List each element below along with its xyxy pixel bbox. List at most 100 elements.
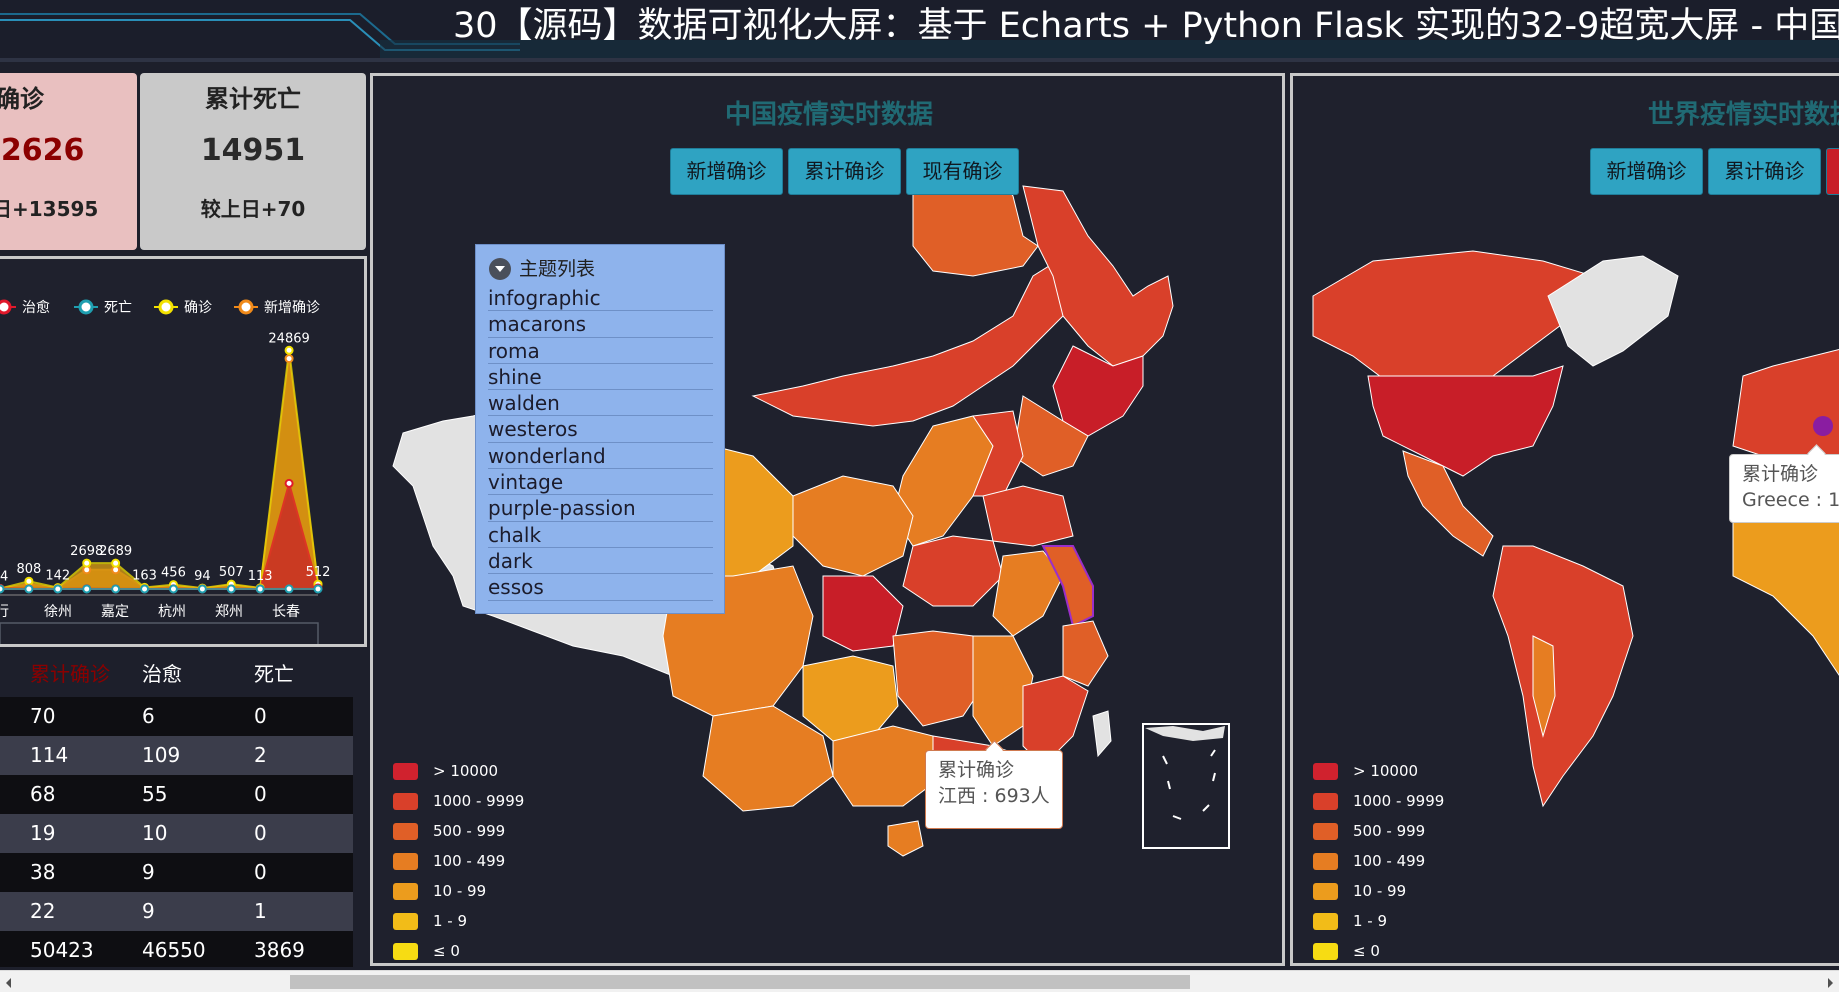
- map-region-hunan[interactable]: [892, 630, 984, 727]
- theme-dropdown-header[interactable]: 主题列表: [489, 255, 595, 283]
- theme-option[interactable]: macarons: [488, 311, 713, 338]
- nine-dash-line: [1162, 749, 1216, 820]
- world-map[interactable]: [1293, 76, 1839, 966]
- map-region-jiangsu[interactable]: [1041, 545, 1094, 628]
- map-region-hainan[interactable]: [887, 820, 924, 857]
- data-point[interactable]: [111, 558, 121, 568]
- data-point[interactable]: [82, 584, 92, 594]
- inset-coastline: [1145, 726, 1225, 741]
- data-label: 456: [161, 566, 186, 581]
- legend-marker[interactable]: [78, 299, 94, 315]
- legend-label: ≤ 0: [1353, 942, 1380, 960]
- map-region-henan[interactable]: [902, 535, 1004, 607]
- map-region-heilongjiang[interactable]: [1022, 185, 1174, 367]
- china-btn-new-confirmed[interactable]: 新增确诊: [670, 148, 783, 195]
- legend-swatch: [393, 763, 418, 780]
- map-region-hubei[interactable]: [822, 575, 904, 652]
- map-region-south-america[interactable]: [1492, 545, 1634, 808]
- map-region-taiwan[interactable]: [1092, 710, 1112, 758]
- map-region-guizhou[interactable]: [802, 655, 899, 742]
- map-region-guangxi[interactable]: [832, 725, 944, 807]
- theme-option[interactable]: infographic: [488, 285, 713, 312]
- data-point[interactable]: [82, 558, 92, 568]
- data-point[interactable]: [24, 576, 34, 586]
- map-region-greece[interactable]: [1813, 416, 1833, 436]
- data-point[interactable]: [53, 584, 63, 594]
- data-point[interactable]: [284, 354, 294, 364]
- table-header-cell[interactable]: 累计确诊: [30, 662, 110, 686]
- table-row: 70 6 0: [0, 697, 353, 736]
- map-region-yunnan[interactable]: [702, 705, 834, 812]
- data-zoom-slider[interactable]: [0, 622, 319, 644]
- table-cell: 55: [142, 782, 168, 806]
- legend-swatch: [1313, 883, 1338, 900]
- scrollbar-thumb[interactable]: [290, 975, 1190, 989]
- data-point[interactable]: [168, 584, 178, 594]
- legend-marker[interactable]: [238, 299, 254, 315]
- map-region-shaanxi[interactable]: [792, 475, 914, 577]
- theme-option[interactable]: shine: [488, 364, 713, 391]
- theme-option[interactable]: roma: [488, 338, 713, 364]
- data-point[interactable]: [226, 584, 236, 594]
- world-btn-new-confirmed[interactable]: 新增确诊: [1590, 148, 1703, 195]
- theme-option[interactable]: walden: [488, 390, 713, 417]
- stat-card-confirmed: 计确诊 02626 日+13595: [0, 73, 137, 250]
- table-cell: 38: [30, 860, 56, 884]
- map-region-jilin[interactable]: [1052, 345, 1144, 437]
- data-point[interactable]: [313, 584, 323, 594]
- map-region-fujian[interactable]: [1022, 675, 1089, 767]
- map-region-mexico[interactable]: [1402, 450, 1494, 557]
- data-point[interactable]: [197, 584, 207, 594]
- data-point[interactable]: [284, 584, 294, 594]
- map-region-greenland[interactable]: [1547, 255, 1679, 367]
- legend-label[interactable]: 治愈: [22, 300, 50, 316]
- map-region-inner-mongolia[interactable]: [751, 250, 1094, 427]
- legend-marker[interactable]: [158, 299, 174, 315]
- theme-option[interactable]: vintage: [488, 469, 713, 496]
- theme-option[interactable]: westeros: [488, 416, 713, 443]
- data-point[interactable]: [140, 584, 150, 594]
- legend-swatch: [393, 823, 418, 840]
- data-point[interactable]: [255, 584, 265, 594]
- legend-swatch: [1313, 763, 1338, 780]
- china-btn-current-confirmed[interactable]: 现有确诊: [906, 148, 1019, 195]
- data-point[interactable]: [284, 345, 294, 355]
- horizontal-scrollbar[interactable]: [0, 970, 1839, 992]
- data-label: 2689: [99, 544, 132, 559]
- table-header-cell[interactable]: 死亡: [254, 662, 294, 686]
- map-region-zhejiang[interactable]: [1062, 620, 1109, 687]
- data-point[interactable]: [284, 478, 294, 488]
- legend-swatch: [393, 853, 418, 870]
- table-header-cell[interactable]: 治愈: [142, 662, 182, 686]
- china-btn-total-confirmed[interactable]: 累计确诊: [788, 148, 901, 195]
- legend-label[interactable]: 死亡: [104, 300, 132, 316]
- scroll-right-arrow-icon[interactable]: [1828, 978, 1833, 988]
- theme-option[interactable]: chalk: [488, 522, 713, 548]
- legend-label[interactable]: 新增确诊: [264, 300, 320, 316]
- table-cell: 10: [142, 821, 168, 845]
- legend-label: 500 - 999: [1353, 822, 1426, 840]
- data-point[interactable]: [24, 584, 34, 594]
- map-region-shandong[interactable]: [982, 485, 1074, 547]
- theme-dropdown[interactable]: 主题列表 infographic macarons roma shine walden w…: [475, 244, 725, 614]
- theme-option[interactable]: purple-passion: [488, 495, 713, 522]
- data-label: 163: [132, 568, 157, 583]
- data-point[interactable]: [0, 584, 5, 594]
- legend-swatch: [393, 793, 418, 810]
- legend-label[interactable]: 确诊: [184, 300, 212, 316]
- legend-marker[interactable]: [0, 299, 12, 315]
- data-point[interactable]: [111, 584, 121, 594]
- theme-option[interactable]: essos: [488, 574, 713, 601]
- theme-option[interactable]: dark: [488, 548, 713, 575]
- map-region-bolivia[interactable]: [1532, 635, 1556, 738]
- legend-label: 10 - 99: [433, 882, 487, 900]
- chevron-down-icon[interactable]: [489, 258, 511, 280]
- table-row: 22 9 1: [0, 892, 353, 931]
- map-region-usa[interactable]: [1367, 365, 1564, 477]
- map-region-anhui[interactable]: [992, 550, 1064, 637]
- world-btn-total-confirmed[interactable]: 累计确诊: [1708, 148, 1821, 195]
- world-btn-current-confirmed[interactable]: [1826, 148, 1839, 195]
- scroll-left-arrow-icon[interactable]: [6, 978, 11, 988]
- theme-option[interactable]: wonderland: [488, 443, 713, 470]
- map-region-africa[interactable]: [1732, 495, 1839, 696]
